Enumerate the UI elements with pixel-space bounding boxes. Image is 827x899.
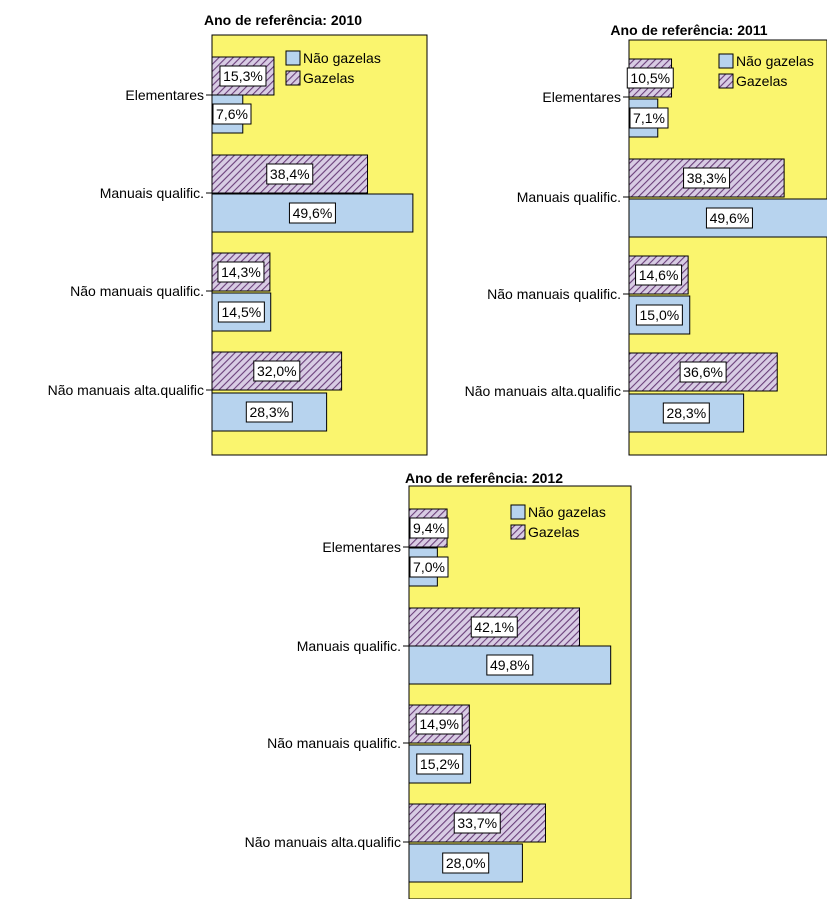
data-label-gazelas: 14,6% [639, 267, 679, 283]
legend-entry: Não gazelas [736, 53, 814, 69]
data-label-box [453, 812, 501, 834]
chart-title: Ano de referência: 2010 [204, 12, 362, 28]
data-label-box [626, 67, 674, 89]
data-label-gazelas: 14,9% [419, 716, 459, 732]
data-label-box [635, 304, 683, 326]
category-label: Não manuais alta.qualific [245, 834, 401, 850]
data-label-box [217, 261, 265, 283]
category-label: Não manuais qualific. [70, 283, 204, 299]
legend-swatch-gazelas [285, 70, 301, 86]
data-label-nao-gazelas: 49,6% [710, 210, 750, 226]
data-label-gazelas: 38,3% [687, 170, 727, 186]
data-label-box [679, 361, 727, 383]
chart-panel-1: Ano de referência: 2010 Elementares 15,3% 7… [48, 12, 428, 456]
data-label-box [409, 556, 449, 578]
category-label: Não manuais qualific. [487, 286, 621, 302]
data-label-gazelas: 32,0% [257, 363, 297, 379]
legend-swatch-nao-gazelas [285, 50, 301, 66]
data-label-nao-gazelas: 28,0% [446, 855, 486, 871]
data-label-box [288, 202, 336, 224]
category-label: Elementares [322, 539, 401, 555]
data-label-box [253, 360, 301, 382]
data-label-box [470, 616, 518, 638]
data-label-gazelas: 33,7% [457, 815, 497, 831]
data-label-box [442, 852, 490, 874]
data-label-nao-gazelas: 15,2% [420, 756, 460, 772]
data-label-nao-gazelas: 49,8% [490, 657, 530, 673]
data-label-box [266, 163, 314, 185]
data-label-box [662, 402, 710, 424]
legend-swatch-gazelas [718, 73, 734, 89]
chart-panel-3: Ano de referência: 2012 Elementares 9,4% 7,… [245, 470, 632, 899]
data-label-nao-gazelas: 7,0% [413, 559, 445, 575]
data-label-nao-gazelas: 28,3% [666, 405, 706, 421]
plot-area [211, 34, 428, 456]
category-label: Elementares [125, 87, 204, 103]
data-label-nao-gazelas: 7,6% [216, 106, 248, 122]
legend-swatch-nao-gazelas [718, 53, 734, 69]
data-label-box [219, 65, 267, 87]
data-label-box [486, 654, 534, 676]
legend: Não gazelas Gazelas [510, 504, 606, 540]
data-label-box [683, 167, 731, 189]
data-label-gazelas: 38,4% [270, 166, 310, 182]
category-label: Manuais qualific. [100, 185, 204, 201]
legend-entry: Não gazelas [303, 50, 381, 66]
data-label-gazelas: 36,6% [683, 364, 723, 380]
legend-swatch-gazelas [510, 524, 526, 540]
data-label-gazelas: 14,3% [221, 264, 261, 280]
data-label-nao-gazelas: 49,6% [293, 205, 333, 221]
data-label-gazelas: 10,5% [630, 70, 670, 86]
legend-entry: Não gazelas [528, 504, 606, 520]
legend-entry: Gazelas [303, 70, 354, 86]
legend-entry: Gazelas [736, 73, 787, 89]
data-label-box [245, 401, 293, 423]
chart-panel-2: Ano de referência: 2011 Elementares 10,5% 7… [465, 22, 827, 456]
data-label-box [415, 713, 463, 735]
data-label-nao-gazelas: 14,5% [222, 304, 262, 320]
data-label-box [629, 107, 669, 129]
legend: Não gazelas Gazelas [285, 50, 381, 86]
data-label-gazelas: 42,1% [474, 619, 514, 635]
category-label: Manuais qualific. [297, 638, 401, 654]
chart-title: Ano de referência: 2011 [610, 22, 767, 38]
legend-entry: Gazelas [528, 524, 579, 540]
data-label-box [416, 753, 464, 775]
data-label-nao-gazelas: 15,0% [640, 307, 680, 323]
category-label: Não manuais qualific. [267, 735, 401, 751]
category-label: Elementares [542, 89, 621, 105]
data-label-nao-gazelas: 7,1% [633, 110, 665, 126]
data-label-box [409, 517, 449, 539]
data-label-box [635, 264, 683, 286]
data-label-box [217, 301, 265, 323]
legend-swatch-nao-gazelas [510, 504, 526, 520]
category-label: Não manuais alta.qualific [465, 383, 621, 399]
data-label-box [212, 103, 252, 125]
legend: Não gazelas Gazelas [718, 53, 814, 89]
category-label: Não manuais alta.qualific [48, 382, 204, 398]
data-label-gazelas: 9,4% [413, 520, 445, 536]
data-label-gazelas: 15,3% [223, 68, 263, 84]
category-label: Manuais qualific. [517, 189, 621, 205]
data-label-nao-gazelas: 28,3% [249, 404, 289, 420]
chart-title: Ano de referência: 2012 [405, 470, 563, 486]
plot-area [628, 39, 827, 456]
data-label-box [705, 207, 753, 229]
